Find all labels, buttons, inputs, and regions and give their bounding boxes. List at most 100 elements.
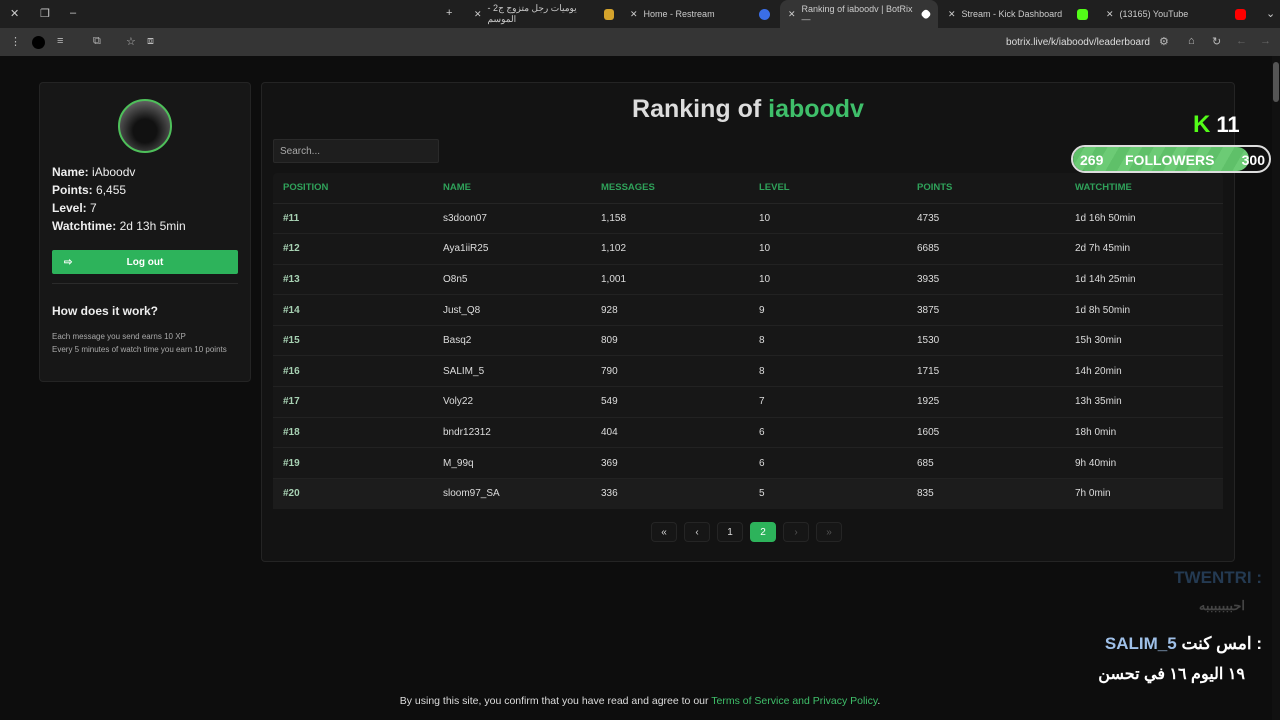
cell-level: 6	[749, 417, 907, 449]
cell-level: 10	[749, 233, 907, 265]
cell-position: #11	[273, 203, 433, 235]
column-header[interactable]: WATCHTIME	[1065, 173, 1223, 204]
page-1-button[interactable]: 1	[717, 522, 743, 542]
cell-watchtime: 1d 8h 50min	[1065, 294, 1223, 326]
cell-position: #15	[273, 325, 433, 357]
first-page-button[interactable]: «	[651, 522, 677, 542]
prev-page-button[interactable]: ‹	[684, 522, 710, 542]
close-tab-icon[interactable]: ✕	[788, 8, 796, 19]
cell-messages: 928	[591, 294, 749, 326]
tab-list-icon[interactable]: ⌄	[1266, 8, 1276, 20]
last-page-button[interactable]: »	[816, 522, 842, 542]
avatar	[118, 99, 172, 153]
extensions-icon[interactable]: ⧉	[93, 35, 101, 47]
cell-watchtime: 14h 20min	[1065, 355, 1223, 388]
column-header[interactable]: POSITION	[273, 173, 433, 204]
profile-level: Level: 7	[52, 201, 97, 215]
cell-watchtime: 15h 30min	[1065, 325, 1223, 357]
chat-user: TWENTRI :	[1174, 568, 1262, 587]
cell-position: #14	[273, 294, 433, 326]
translate-icon[interactable]: ⧈	[147, 35, 154, 47]
cell-position: #12	[273, 233, 433, 265]
profile-watchtime: Watchtime: 2d 13h 5min	[52, 219, 186, 233]
search-input[interactable]	[273, 139, 439, 163]
profile-points: Points: 6,455	[52, 183, 127, 197]
column-header[interactable]: MESSAGES	[591, 173, 749, 204]
tab-restream[interactable]: ✕ Home - Restream	[622, 0, 778, 28]
pagination: « ‹ 1 2 › »	[651, 522, 842, 542]
cell-watchtime: 13h 35min	[1065, 386, 1223, 418]
profile-card: Name: iAboodv Points: 6,455 Level: 7 Wat…	[39, 82, 251, 382]
column-header[interactable]: LEVEL	[749, 173, 907, 204]
cell-points: 4735	[907, 203, 1065, 235]
new-tab-icon[interactable]: +	[446, 7, 453, 19]
tab-kick-dashboard[interactable]: ✕ Stream - Kick Dashboard	[940, 0, 1096, 28]
cell-name: M_99q	[433, 447, 591, 479]
cell-name: Just_Q8	[433, 294, 591, 326]
how-line: Each message you send earns 10 XP	[52, 332, 186, 341]
cell-name: sloom97_SA	[433, 478, 591, 509]
close-tab-icon[interactable]: ✕	[630, 8, 638, 19]
browser-tab-bar: ✕ ❐ – + ✕ يوميات رجل متزوج ج2 - الموسم ✕ H…	[0, 0, 1280, 28]
cell-watchtime: 9h 40min	[1065, 447, 1223, 479]
media-icon[interactable]: ≡	[57, 35, 64, 47]
home-icon[interactable]: ⌂	[1188, 35, 1195, 47]
cell-name: s3doon07	[433, 203, 591, 235]
cell-watchtime: 18h 0min	[1065, 417, 1223, 449]
kick-count-overlay: K 11	[1193, 111, 1240, 138]
logout-button[interactable]: ⇨ Log out	[52, 250, 238, 274]
column-header[interactable]: POINTS	[907, 173, 1065, 204]
reload-icon[interactable]: ↻	[1212, 36, 1222, 48]
cell-points: 6685	[907, 233, 1065, 265]
table-row: #15 Basq2 809 8 1530 15h 30min	[273, 325, 1223, 357]
back-icon[interactable]: →	[1260, 35, 1271, 47]
cell-points: 1605	[907, 417, 1065, 449]
cell-position: #17	[273, 386, 433, 418]
close-tab-icon[interactable]: ✕	[948, 8, 956, 19]
cell-watchtime: 2d 7h 45min	[1065, 233, 1223, 265]
page-2-button[interactable]: 2	[750, 522, 776, 542]
column-header[interactable]: NAME	[433, 173, 591, 204]
close-tab-icon[interactable]: ✕	[474, 8, 482, 19]
next-page-button[interactable]: ›	[783, 522, 809, 542]
forward-icon[interactable]: ←	[1236, 35, 1247, 47]
terms-link[interactable]: Terms of Service and Privacy Policy	[711, 695, 878, 707]
divider	[52, 283, 238, 284]
close-window-icon[interactable]: ✕	[10, 8, 20, 20]
tab-favicon	[759, 8, 770, 20]
minimize-window-icon[interactable]: –	[70, 7, 77, 19]
cell-level: 6	[749, 447, 907, 479]
chat-line: SALIM_5 امس كنت :	[1104, 634, 1262, 653]
followers-progress-fill	[1073, 147, 1249, 171]
cell-points: 1925	[907, 386, 1065, 418]
table-row: #17 Voly22 549 7 1925 13h 35min	[273, 386, 1223, 418]
cell-messages: 336	[591, 478, 749, 509]
menu-icon[interactable]: ⋮	[10, 36, 21, 48]
cell-messages: 1,001	[591, 264, 749, 296]
tab-youtube[interactable]: ✕ (13165) YouTube	[1098, 0, 1254, 28]
bookmark-star-icon[interactable]: ☆	[126, 36, 136, 48]
restore-window-icon[interactable]: ❐	[40, 8, 50, 20]
address-bar: ⋮ ≡ ⧉ ☆ ⧈ botrix.live/k/iaboodv/leaderbo…	[0, 28, 1280, 56]
site-settings-icon[interactable]: ⚙	[1159, 36, 1169, 48]
profile-icon[interactable]	[32, 36, 45, 49]
how-it-works-heading: How does it work?	[52, 304, 159, 318]
url-field[interactable]: botrix.live/k/iaboodv/leaderboard	[1006, 36, 1150, 48]
cell-messages: 790	[591, 355, 749, 388]
close-tab-icon[interactable]: ✕	[1106, 8, 1114, 19]
cell-watchtime: 1d 16h 50min	[1065, 203, 1223, 235]
cell-position: #13	[273, 264, 433, 296]
cell-level: 7	[749, 386, 907, 418]
cell-watchtime: 7h 0min	[1065, 478, 1223, 509]
cell-name: SALIM_5	[433, 355, 591, 388]
followers-goal-bar: 269 FOLLOWERS 300	[1071, 145, 1271, 173]
tab-series[interactable]: ✕ يوميات رجل متزوج ج2 - الموسم	[466, 0, 622, 28]
tab-botrix[interactable]: ✕ Ranking of iaboodv | BotRix —	[780, 0, 938, 28]
tab-favicon	[920, 8, 932, 20]
table-row: #11 s3doon07 1,158 10 4735 1d 16h 50min	[273, 203, 1223, 235]
cell-points: 835	[907, 478, 1065, 509]
cell-level: 10	[749, 203, 907, 235]
cell-messages: 1,158	[591, 203, 749, 235]
scrollbar[interactable]	[1272, 56, 1280, 720]
footer-notice: By using this site, you confirm that you…	[399, 695, 881, 707]
